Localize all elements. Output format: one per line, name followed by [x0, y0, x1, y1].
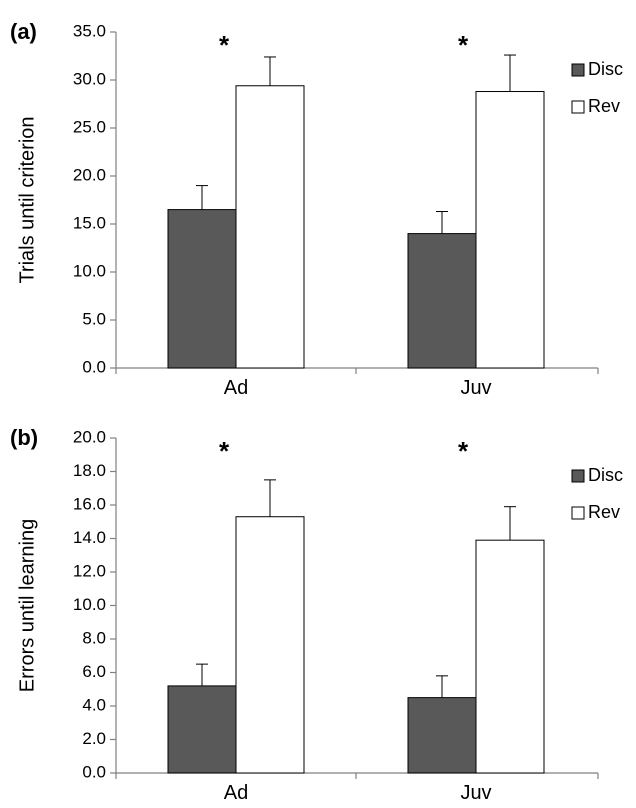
significance-star: * — [458, 436, 469, 466]
y-tick-label: 15.0 — [73, 213, 106, 232]
y-tick-label: 8.0 — [82, 628, 106, 647]
bar-rev-ad — [235, 85, 305, 369]
y-tick-label: 10.0 — [73, 595, 106, 614]
legend-label-rev: Rev — [588, 96, 620, 116]
bar-rev-juv — [475, 91, 545, 369]
panel-label: (b) — [10, 425, 38, 450]
legend-swatch-disc — [571, 63, 585, 77]
y-tick-label: 5.0 — [82, 309, 106, 328]
chart-panel-a: (a) Trials until criterion 0.0 5.0 10.0 15.0 2… — [10, 19, 623, 399]
y-tick-label: 14.0 — [73, 528, 106, 547]
legend-swatch-disc — [571, 469, 585, 483]
y-tick-label: 6.0 — [82, 662, 106, 681]
y-tick-label: 18.0 — [73, 461, 106, 480]
category-label: Juv — [460, 377, 491, 399]
y-tick-label: 12.0 — [73, 561, 106, 580]
significance-star: * — [219, 30, 230, 60]
category-label: Juv — [460, 782, 491, 804]
y-tick-label: 20.0 — [73, 165, 106, 184]
y-tick-label: 0.0 — [82, 762, 106, 781]
y-tick-label: 2.0 — [82, 729, 106, 748]
y-tick-label: 20.0 — [73, 427, 106, 446]
y-tick-label: 10.0 — [73, 261, 106, 280]
legend-swatch-rev — [571, 100, 585, 114]
y-tick-label: 30.0 — [73, 69, 106, 88]
y-tick-label: 4.0 — [82, 695, 106, 714]
bar-rev-juv — [475, 539, 545, 774]
bar-disc-ad — [167, 209, 237, 369]
bar-rev-ad — [235, 516, 305, 774]
bar-disc-juv — [407, 697, 477, 774]
y-tick-label: 35.0 — [73, 21, 106, 40]
chart-panel-b: (b) Errors until learning 0.0 2.0 4.0 6.0 8.0 1… — [10, 425, 623, 804]
legend-label-rev: Rev — [588, 502, 620, 522]
y-axis-title: Errors until learning — [16, 519, 38, 692]
legend-label-disc: Disc — [588, 465, 623, 485]
legend-label-disc: Disc — [588, 59, 623, 79]
y-tick-label: 0.0 — [82, 357, 106, 376]
y-axis-title: Trials until criterion — [16, 116, 38, 283]
significance-star: * — [458, 30, 469, 60]
y-tick-label: 25.0 — [73, 117, 106, 136]
category-label: Ad — [224, 782, 248, 804]
category-label: Ad — [224, 377, 248, 399]
legend-swatch-rev — [571, 506, 585, 520]
bar-disc-ad — [167, 685, 237, 774]
panel-label: (a) — [10, 19, 37, 44]
bar-disc-juv — [407, 233, 477, 369]
y-tick-label: 16.0 — [73, 494, 106, 513]
significance-star: * — [219, 436, 230, 466]
